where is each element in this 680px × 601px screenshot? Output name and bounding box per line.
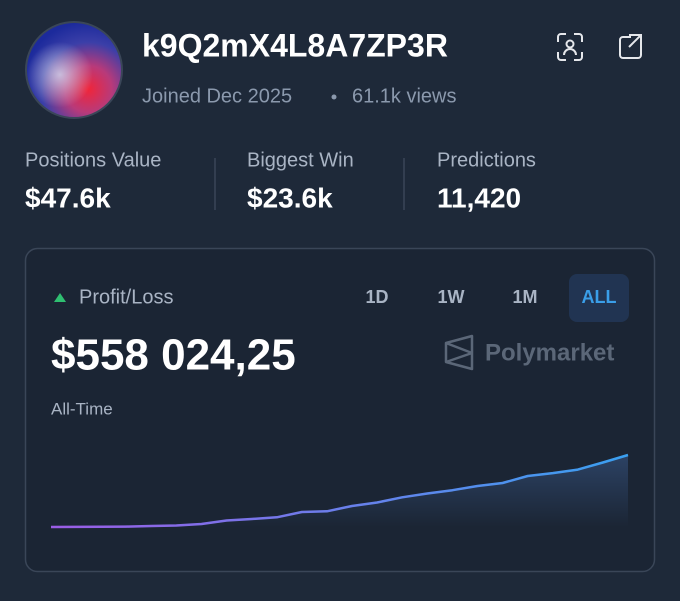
- separator-dot: [331, 94, 337, 100]
- active-tab-bg: [569, 274, 629, 322]
- stat-label: Biggest Win: [247, 149, 354, 171]
- username: k9Q2mX4L8A7ZP3R: [142, 27, 448, 63]
- scan-icon[interactable]: [557, 33, 583, 61]
- avatar-highlight: [27, 23, 121, 117]
- range-tab[interactable]: ALL: [582, 287, 617, 307]
- stat-value: 11,420: [437, 182, 521, 213]
- pnl-amount: $558 024,25: [51, 331, 296, 380]
- range-tab[interactable]: 1M: [512, 287, 537, 307]
- brand-logo: [444, 334, 474, 371]
- share-icon[interactable]: [619, 34, 642, 59]
- period-label: All-Time: [51, 399, 113, 418]
- range-tab[interactable]: 1W: [438, 287, 465, 307]
- pnl-area: [51, 455, 628, 527]
- stat-value: $47.6k: [25, 182, 111, 213]
- view-count: 61.1k views: [352, 85, 457, 107]
- stat-label: Predictions: [437, 149, 536, 171]
- pnl-line: [50, 453, 629, 529]
- stat-value: $23.6k: [247, 182, 333, 213]
- up-indicator: [54, 293, 66, 302]
- joined-date: Joined Dec 2025: [142, 85, 292, 107]
- brand-name: Polymarket: [485, 339, 614, 366]
- stat-label: Positions Value: [25, 149, 161, 171]
- range-tab[interactable]: 1D: [365, 287, 388, 307]
- card-title: Profit/Loss: [79, 286, 173, 308]
